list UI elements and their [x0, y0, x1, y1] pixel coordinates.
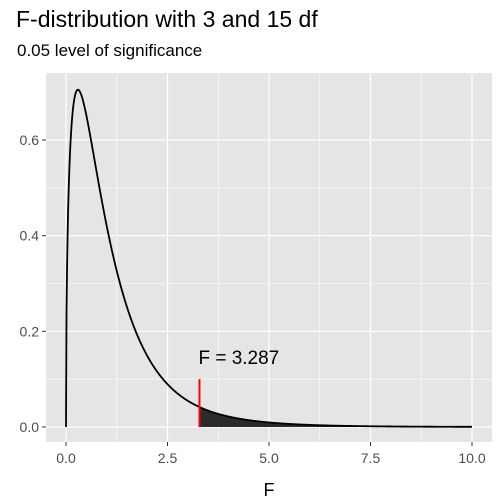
x-tick-label: 7.5	[361, 450, 381, 466]
x-tick-label: 2.5	[158, 450, 178, 466]
critical-value-annotation: F = 3.287	[198, 348, 279, 369]
x-axis: 0.0 2.5 5.0 7.5 10.0	[56, 442, 486, 466]
y-axis: 0.0 0.2 0.4 0.6	[20, 132, 46, 435]
x-tick-label: 5.0	[259, 450, 279, 466]
y-tick-label: 0.0	[20, 419, 40, 435]
rejection-region-shade	[199, 407, 472, 427]
chart-title: F-distribution with 3 and 15 df	[16, 6, 318, 32]
y-tick-label: 0.2	[20, 323, 40, 339]
x-axis-title: F	[264, 480, 275, 500]
density-curve	[65, 88, 472, 428]
y-tick-label: 0.6	[20, 132, 40, 148]
y-tick-label: 0.4	[20, 228, 40, 244]
x-tick-label: 0.0	[56, 450, 76, 466]
chart-subtitle: 0.05 level of significance	[17, 41, 203, 60]
x-tick-label: 10.0	[458, 450, 485, 466]
